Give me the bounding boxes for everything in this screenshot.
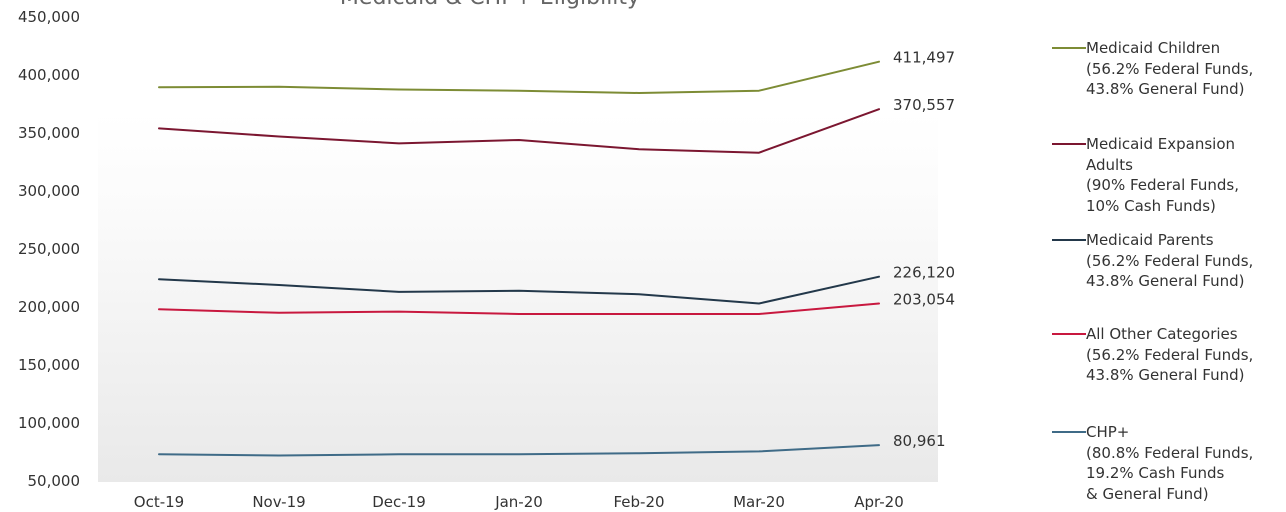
legend-swatch	[1052, 239, 1086, 241]
end-value-label: 203,054	[893, 290, 955, 308]
series-line	[158, 60, 880, 94]
y-tick-label: 150,000	[18, 356, 80, 374]
end-value-label: 80,961	[893, 432, 946, 450]
x-tick-label: Mar-20	[733, 493, 785, 511]
series-line	[158, 108, 880, 154]
legend-label: Medicaid Parents (56.2% Federal Funds, 43.…	[1086, 230, 1282, 292]
y-axis: 50,000 100,000 150,000 200,000 250,000 300,00…	[18, 8, 80, 490]
legend-label: CHP+ (80.8% Federal Funds, 19.2% Cash Fund…	[1086, 422, 1282, 504]
end-value-labels: 411,497 370,557 226,120 203,054 80,961	[893, 49, 955, 450]
legend-label-line: & General Fund)	[1086, 484, 1209, 503]
legend-swatch	[1052, 47, 1086, 49]
y-tick-label: 400,000	[18, 66, 80, 84]
legend-label-line: All Other Categories	[1086, 325, 1238, 343]
legend-label-line: (56.2% Federal Funds,	[1086, 345, 1254, 364]
plot-area-background	[98, 112, 938, 482]
y-tick-label: 200,000	[18, 298, 80, 316]
legend-label-line: (90% Federal Funds,	[1086, 176, 1239, 194]
legend-label-line: Adults	[1086, 155, 1133, 174]
legend-swatch	[1052, 431, 1086, 433]
end-value-label: 226,120	[893, 264, 955, 282]
y-tick-label: 250,000	[18, 240, 80, 258]
legend-label-line: (80.8% Federal Funds,	[1086, 443, 1254, 462]
x-axis: Oct-19 Nov-19 Dec-19 Jan-20 Feb-20 Mar-20 Apr-…	[134, 493, 904, 511]
legend-label-line: Medicaid Parents	[1086, 231, 1214, 249]
legend-label-line: (56.2% Federal Funds,	[1086, 251, 1254, 270]
legend-label-line: (56.2% Federal Funds,	[1086, 59, 1254, 78]
legend: Medicaid Children (56.2% Federal Funds, 43…	[1052, 0, 1284, 512]
x-tick-label: Nov-19	[252, 493, 305, 511]
legend-label-line: 43.8% General Fund)	[1086, 272, 1245, 290]
legend-label: Medicaid Children (56.2% Federal Funds, 43…	[1086, 38, 1282, 100]
legend-label-line: Medicaid Children	[1086, 39, 1221, 57]
legend-label-line: CHP+	[1086, 423, 1130, 441]
end-value-label: 370,557	[893, 96, 955, 114]
end-value-label: 411,497	[893, 49, 955, 67]
series-layer	[158, 60, 880, 457]
legend-swatch	[1052, 333, 1086, 335]
y-tick-label: 50,000	[28, 472, 81, 490]
series-line	[158, 302, 880, 315]
x-tick-label: Oct-19	[134, 493, 184, 511]
legend-label: Medicaid Expansion Adults (90% Federal Fun…	[1086, 134, 1282, 216]
chart-title: Medicaid & CHP+ Eligibility	[340, 0, 640, 10]
y-tick-label: 300,000	[18, 182, 80, 200]
legend-swatch	[1052, 143, 1086, 145]
legend-label: All Other Categories (56.2% Federal Funds…	[1086, 324, 1282, 386]
x-tick-label: Dec-19	[372, 493, 426, 511]
series-line	[158, 275, 880, 305]
legend-label-line: 43.8% General Fund)	[1086, 366, 1245, 384]
x-tick-label: Apr-20	[854, 493, 904, 511]
y-tick-label: 450,000	[18, 8, 80, 26]
series-line	[158, 444, 880, 457]
legend-label-line: 10% Cash Funds)	[1086, 196, 1216, 215]
legend-label-line: 19.2% Cash Funds	[1086, 464, 1225, 482]
legend-label-line: Medicaid Expansion	[1086, 135, 1235, 153]
y-tick-label: 100,000	[18, 414, 80, 432]
y-tick-label: 350,000	[18, 124, 80, 142]
legend-label-line: 43.8% General Fund)	[1086, 80, 1245, 98]
x-tick-label: Jan-20	[494, 493, 543, 511]
x-tick-label: Feb-20	[613, 493, 664, 511]
line-chart: Medicaid & CHP+ Eligibility 50,000 100,00…	[18, 0, 955, 511]
